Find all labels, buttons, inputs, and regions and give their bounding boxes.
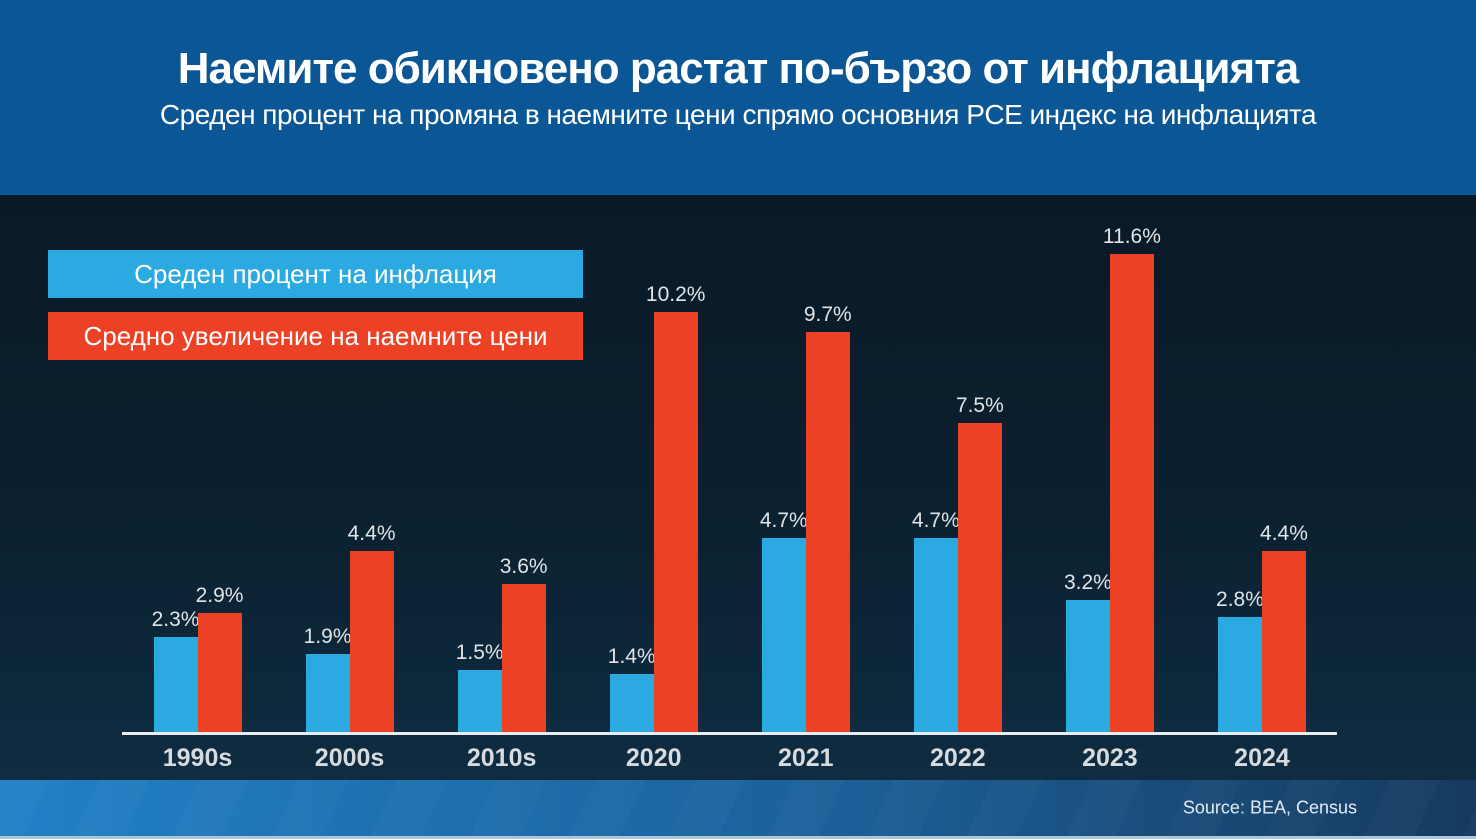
page-title: Наемите обикновено растат по-бързо от ин… (177, 44, 1300, 93)
bar-value-label-inflation-2020: 1.4% (607, 645, 656, 669)
legend-label-inflation: Среден процент на инфлация (134, 258, 497, 289)
bar-value-label-rent-2024: 4.4% (1260, 521, 1308, 545)
bar-inflation-2000s (305, 653, 350, 732)
legend-item-inflation: Среден процент на инфлация (48, 250, 583, 298)
bar-value-label-rent-1990s: 2.9% (195, 583, 244, 607)
bar-rent-2000s (349, 550, 394, 732)
bar-value-label-inflation-2022: 4.7% (911, 509, 960, 533)
x-axis-label-2010s: 2010s (466, 744, 537, 772)
bar-value-label-inflation-2010s: 1.5% (455, 641, 504, 665)
legend-item-rent: Средно увеличение на наемните цени (48, 312, 583, 360)
bar-value-label-inflation-2000s: 1.9% (303, 624, 352, 648)
bar-value-label-inflation-2024: 2.8% (1216, 587, 1264, 611)
bottom-strip (0, 836, 1476, 839)
bar-value-label-rent-2010s: 3.6% (499, 554, 548, 578)
bar-value-label-rent-2023: 11.6% (1102, 225, 1161, 249)
chart-area: Среден процент на инфлация Средно увелич… (0, 195, 1476, 780)
x-axis-label-2000s: 2000s (314, 744, 385, 772)
bar-inflation-2023 (1065, 600, 1110, 732)
bar-inflation-2024 (1217, 616, 1262, 732)
bar-rent-2010s (501, 583, 546, 732)
legend: Среден процент на инфлация Средно увелич… (48, 250, 583, 374)
bar-value-label-rent-2000s: 4.4% (347, 521, 396, 545)
bar-rent-2023 (1109, 254, 1154, 732)
x-axis-label-1990s: 1990s (162, 744, 233, 772)
bar-inflation-2010s (457, 670, 502, 732)
bar-inflation-2021 (761, 538, 806, 732)
bar-value-label-inflation-2021: 4.7% (759, 509, 808, 533)
bar-rent-2024 (1261, 550, 1306, 732)
bar-value-label-rent-2020: 10.2% (645, 282, 706, 306)
bar-value-label-inflation-1990s: 2.3% (151, 608, 200, 632)
bar-inflation-2022 (913, 538, 958, 732)
x-axis-label-2020: 2020 (625, 744, 682, 772)
legend-label-rent: Средно увеличение на наемните цени (83, 320, 548, 351)
bar-rent-1990s (197, 612, 242, 732)
header: Наемите обикновено растат по-бързо от ин… (0, 0, 1476, 195)
x-axis-label-2023: 2023 (1082, 744, 1138, 772)
bar-value-label-rent-2022: 7.5% (955, 394, 1004, 417)
source-credit: Source: BEA, Census (1182, 797, 1357, 818)
x-axis-label-2022: 2022 (930, 744, 986, 772)
x-axis-line (122, 732, 1337, 735)
bar-value-label-inflation-2023: 3.2% (1063, 571, 1112, 595)
bar-rent-2020 (653, 311, 698, 732)
bar-inflation-2020 (609, 674, 654, 732)
bar-value-label-rent-2021: 9.7% (803, 303, 852, 327)
x-axis-label-2024: 2024 (1234, 744, 1290, 772)
page-subtitle: Среден процент на промяна в наемните цен… (159, 98, 1317, 130)
bar-rent-2022 (957, 423, 1002, 732)
x-axis-label-2021: 2021 (777, 744, 834, 772)
footer: Source: BEA, Census (0, 780, 1476, 836)
bar-rent-2021 (805, 332, 850, 732)
bar-inflation-1990s (153, 637, 198, 732)
